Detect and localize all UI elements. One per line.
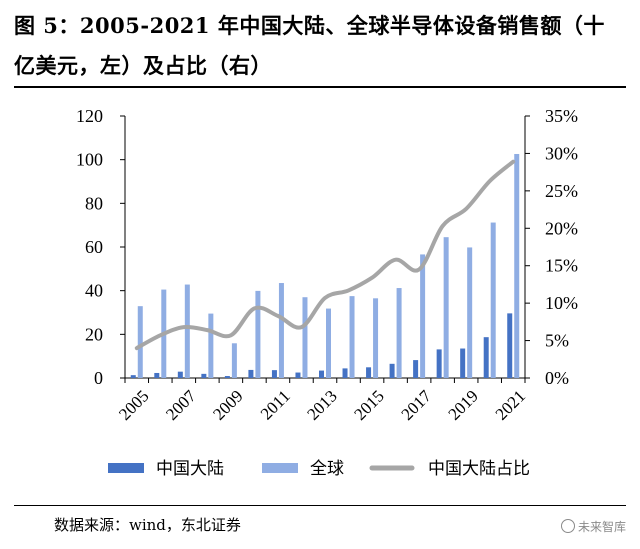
bar-global-2011 (278, 283, 284, 378)
bar-global-2016 (396, 288, 402, 378)
y-right-tick-label: 25% (545, 181, 578, 201)
bar-global-2007 (184, 284, 190, 378)
bottom-rule (14, 505, 626, 506)
bar-china-2008 (201, 373, 207, 378)
bar-global-2019 (467, 247, 473, 378)
y-right-tick-label: 15% (545, 256, 578, 276)
y-right-tick-label: 20% (545, 218, 578, 238)
bar-china-2016 (389, 363, 395, 378)
bar-global-2018 (443, 237, 449, 378)
bar-china-2012 (295, 372, 301, 378)
bar-global-2009 (231, 343, 237, 378)
bar-china-2010 (248, 369, 254, 378)
bar-global-2010 (255, 290, 261, 378)
bar-china-2006 (154, 372, 160, 378)
bar-china-2007 (177, 371, 183, 378)
bar-global-2021 (514, 153, 520, 378)
y-left-tick-label: 40 (85, 281, 103, 301)
chart-line (134, 159, 516, 351)
y-right-tick-label: 10% (545, 293, 578, 313)
figure-title: 图 5：2005-2021 年中国大陆、全球半导体设备销售额（十亿美元，左）及占… (14, 13, 605, 78)
chart-bars (130, 153, 520, 378)
bar-global-2008 (208, 313, 214, 378)
y-left-tick-label: 60 (85, 237, 103, 257)
bar-china-2014 (342, 368, 348, 378)
x-tick-label: 2011 (257, 386, 294, 423)
bar-global-2015 (373, 298, 379, 378)
top-rule (14, 86, 626, 88)
y-left-tick-label: 120 (76, 106, 103, 126)
y-right-tick-label: 35% (545, 106, 578, 126)
y-left-tick-label: 0 (94, 368, 103, 388)
legend-label-0: 中国大陆 (156, 459, 224, 478)
x-tick-label: 2005 (115, 386, 152, 423)
line-china-share (134, 159, 516, 351)
source-note: 数据来源：wind，东北证券 (54, 516, 241, 534)
y-left-tick-label: 80 (85, 193, 103, 213)
y-right-tick-label: 0% (545, 368, 569, 388)
watermark: 未来智库 (560, 518, 626, 535)
legend-swatch-1 (262, 463, 298, 473)
bar-china-2018 (436, 349, 442, 378)
y-right-tick-label: 5% (545, 331, 569, 351)
bar-china-2021 (507, 313, 513, 378)
bar-global-2020 (490, 222, 496, 378)
bar-china-2011 (271, 370, 277, 378)
bar-china-2017 (413, 360, 419, 378)
bar-global-2005 (137, 306, 143, 378)
x-tick-label: 2015 (350, 386, 387, 423)
x-tick-label: 2021 (492, 386, 529, 423)
x-tick-label: 2019 (445, 386, 482, 423)
bar-global-2012 (302, 297, 308, 378)
bar-global-2013 (326, 308, 331, 378)
chart-legend: 中国大陆 全球 中国大陆占比 (108, 459, 530, 478)
bar-china-2020 (483, 337, 489, 378)
legend-label-1: 全球 (310, 459, 344, 478)
bar-china-2015 (366, 367, 372, 378)
y-left-tick-label: 100 (76, 150, 103, 170)
bar-china-2019 (460, 348, 466, 378)
x-tick-label: 2013 (303, 386, 340, 423)
legend-label-2: 中国大陆占比 (428, 459, 530, 478)
bar-china-2013 (319, 370, 324, 378)
chart: 0 20 40 60 80 100 120 0% 5% 10% 15% 20% 25% 30% 35% 200… (76, 106, 578, 478)
x-tick-label: 2009 (209, 386, 246, 423)
y-left-tick-label: 20 (85, 324, 103, 344)
x-tick-label: 2007 (162, 386, 200, 424)
x-tick-label: 2017 (397, 386, 435, 424)
y-right-tick-label: 30% (545, 143, 578, 163)
bar-global-2017 (420, 254, 426, 378)
bar-china-2005 (130, 375, 136, 378)
bar-global-2014 (349, 296, 355, 378)
watermark-icon (560, 519, 575, 533)
bar-china-2009 (224, 376, 230, 378)
legend-swatch-0 (108, 463, 144, 473)
watermark-text: 未来智库 (577, 520, 626, 534)
